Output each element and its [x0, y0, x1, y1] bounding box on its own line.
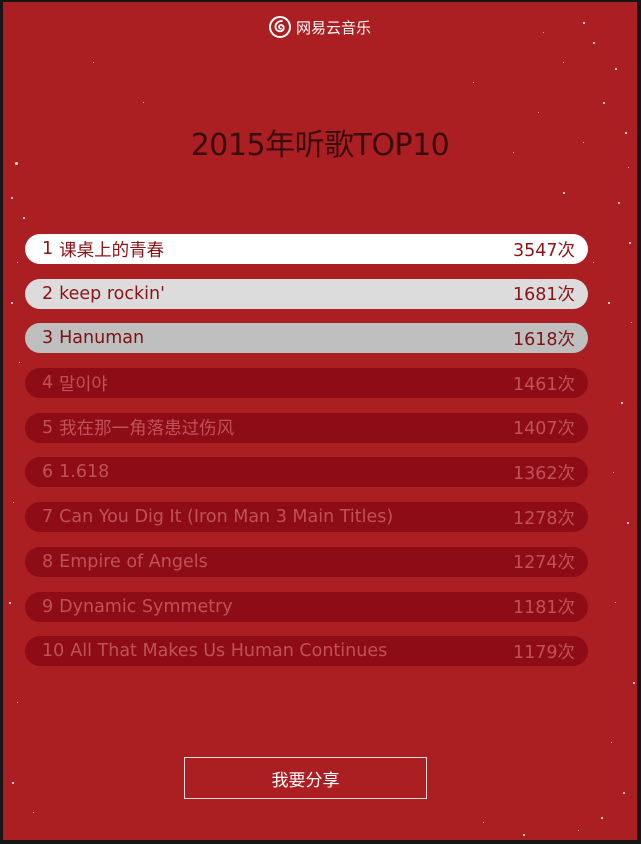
speckle [143, 102, 144, 103]
brand-header: 网易云音乐 [3, 16, 637, 38]
speckle [613, 472, 614, 473]
speckle [623, 792, 625, 794]
song-rank: 10 [42, 641, 65, 662]
song-row[interactable]: 7 Can You Dig It (Iron Man 3 Main Titles)… [25, 502, 588, 533]
song-row[interactable]: 2 keep rockin' 1681次 [25, 278, 588, 309]
speckle [608, 302, 610, 304]
speckle [629, 242, 631, 244]
speckle [621, 402, 623, 404]
song-title: Dynamic Symmetry [59, 596, 233, 617]
play-count: 1181次 [512, 598, 575, 618]
song-title: All That Makes Us Human Continues [70, 641, 388, 662]
speckle [628, 167, 629, 168]
song-rank: 3 [42, 328, 54, 349]
play-count: 1407次 [512, 419, 575, 440]
play-count: 3547次 [512, 240, 575, 261]
speckle [11, 197, 13, 199]
song-rank: 1 [42, 239, 54, 259]
song-rank: 7 [42, 507, 54, 528]
song-rank: 4 [42, 373, 54, 394]
speckle [523, 834, 525, 836]
speckle [17, 262, 18, 263]
share-button[interactable]: 我要分享 [184, 757, 427, 799]
speckle [627, 522, 629, 524]
song-title: 我在那一角落患过伤风 [59, 419, 235, 440]
play-count: 1362次 [512, 463, 575, 484]
speckle [583, 142, 584, 143]
speckle [563, 192, 565, 194]
song-rank: 8 [42, 551, 54, 572]
song-row[interactable]: 3 Hanuman 1618次 [25, 323, 588, 354]
speckle [583, 22, 585, 24]
song-row[interactable]: 10 All That Makes Us Human Continues 1179次 [25, 636, 588, 667]
speckle [538, 112, 539, 113]
song-rank: 2 [42, 283, 54, 304]
song-title: 课桌上的青春 [59, 240, 165, 261]
speckle [578, 830, 579, 831]
speckle [483, 822, 484, 823]
speckle [603, 102, 605, 104]
song-row[interactable]: 1 课桌上的青春 3547次 [25, 234, 588, 264]
speckle [17, 702, 18, 703]
speckle [33, 812, 34, 813]
song-title: 1.618 [59, 462, 110, 483]
speckle [618, 202, 620, 204]
speckle [11, 302, 13, 304]
speckle [601, 817, 603, 819]
speckle [9, 602, 11, 604]
speckle [563, 62, 564, 63]
speckle [611, 742, 612, 743]
speckle [625, 132, 627, 134]
speckle [15, 162, 18, 165]
year-report-page: 网易云音乐 2015年听歌TOP10 1 课桌上的青春 3547次 2 keep roc… [3, 2, 637, 840]
speckle [615, 68, 617, 70]
song-row[interactable]: 8 Empire of Angels 1274次 [25, 546, 588, 577]
song-row[interactable]: 9 Dynamic Symmetry 1181次 [25, 591, 588, 622]
song-rank: 6 [42, 462, 54, 483]
netease-music-logo-icon [268, 16, 291, 38]
speckle [593, 262, 594, 263]
speckle [513, 152, 514, 153]
song-title: Hanuman [59, 328, 145, 349]
speckle [12, 782, 14, 784]
speckle [631, 322, 632, 323]
brand-name: 网易云音乐 [295, 18, 371, 37]
speckle [615, 602, 616, 603]
song-title: Empire of Angels [59, 551, 208, 572]
play-count: 1618次 [512, 329, 575, 350]
song-title: keep rockin' [59, 283, 165, 304]
page-title: 2015年听歌TOP10 [190, 128, 450, 163]
speckle [23, 217, 25, 219]
speckle [473, 82, 474, 83]
speckle [13, 502, 14, 503]
speckle [19, 362, 20, 363]
speckle [593, 42, 595, 44]
song-row[interactable]: 6 1.618 1362次 [25, 457, 588, 488]
speckle [93, 62, 94, 63]
play-count: 1278次 [512, 508, 575, 529]
song-row[interactable]: 5 我在那一角落患过伤风 1407次 [25, 412, 588, 443]
play-count: 1179次 [512, 642, 575, 663]
song-row[interactable]: 4 말이야 1461次 [25, 368, 588, 399]
speckle [633, 682, 635, 684]
play-count: 1681次 [512, 285, 575, 306]
play-count: 1274次 [512, 553, 575, 574]
song-rank: 9 [42, 596, 54, 617]
song-title: Can You Dig It (Iron Man 3 Main Titles) [59, 507, 394, 528]
play-count: 1461次 [512, 374, 575, 395]
song-rank: 5 [42, 417, 54, 438]
top-songs-list: 1 课桌上的青春 3547次 2 keep rockin' 1681次 3 Hanuman 16… [25, 234, 588, 681]
song-title: 말이야 [59, 374, 108, 395]
speckle [543, 32, 544, 33]
